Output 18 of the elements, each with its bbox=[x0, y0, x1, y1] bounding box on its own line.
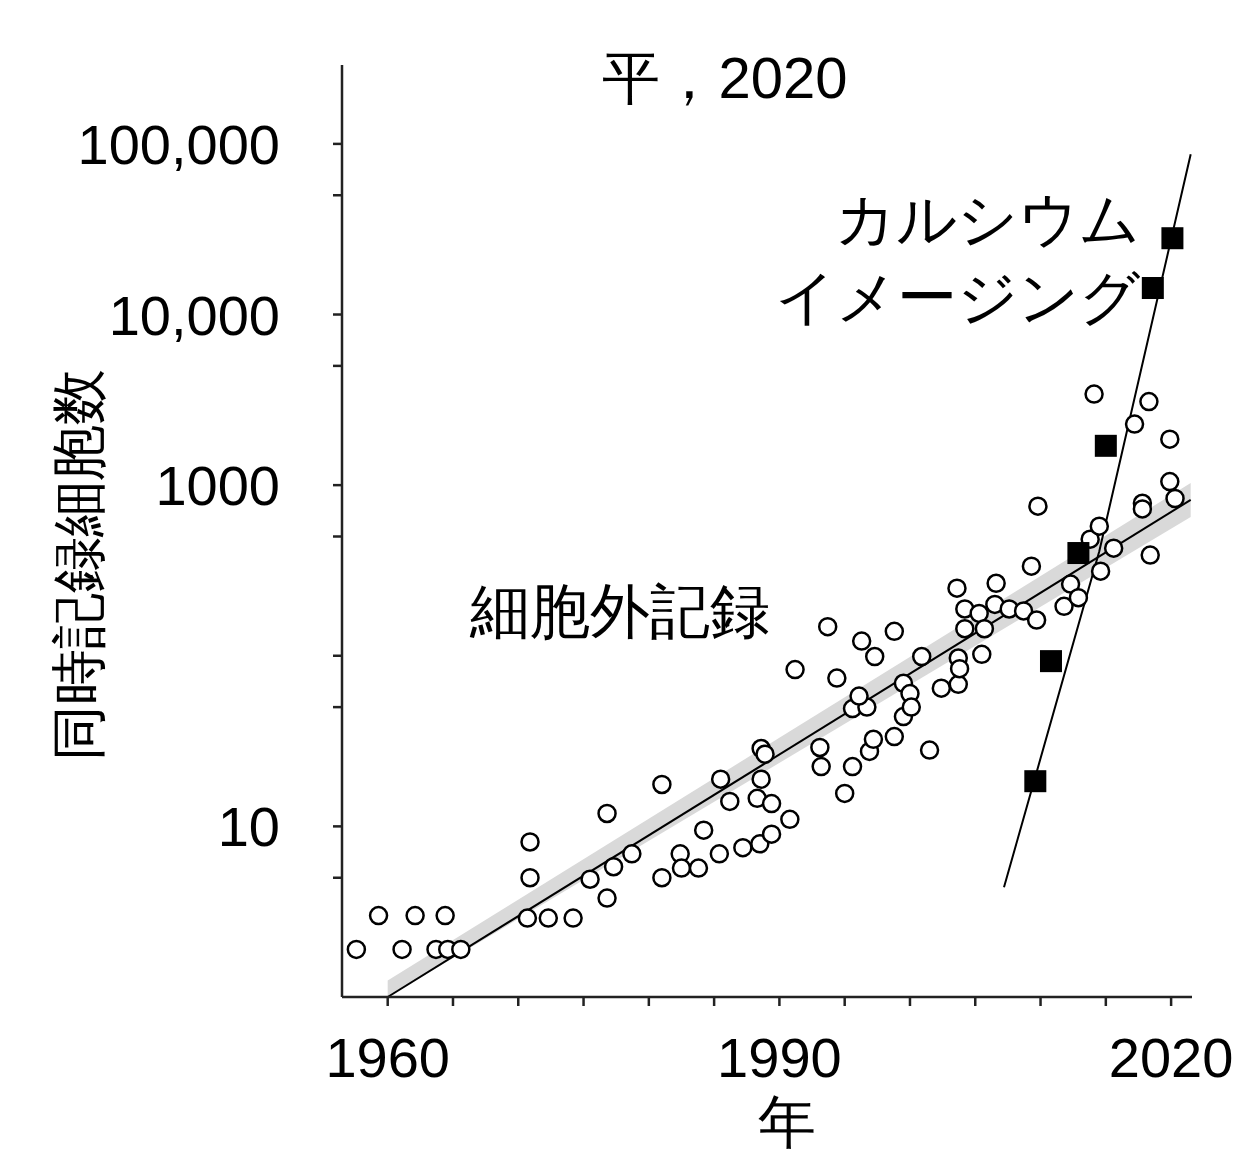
series-label: カルシウムイメージング bbox=[775, 186, 1141, 331]
x-tick-label: 1990 bbox=[717, 1026, 842, 1089]
y-tick-label: 1000 bbox=[155, 454, 280, 518]
x-tick-label: 1960 bbox=[325, 1026, 450, 1089]
x-axis-title: 年 bbox=[758, 1089, 816, 1154]
y-tick-label: 10,000 bbox=[108, 283, 280, 347]
point bbox=[1024, 770, 1047, 793]
point bbox=[1039, 650, 1062, 673]
x-tick-label: 2020 bbox=[1108, 1026, 1234, 1089]
series-label: 細胞外記録 bbox=[469, 578, 770, 645]
y-axis-title: 同時記録細胞数 bbox=[47, 369, 110, 761]
point bbox=[1094, 434, 1117, 457]
point bbox=[1141, 277, 1164, 300]
point bbox=[1067, 542, 1090, 565]
chart-title: 平，2020 bbox=[602, 45, 848, 110]
y-tick-label: 100,000 bbox=[77, 112, 280, 176]
point bbox=[1161, 227, 1184, 250]
y-tick-label: 10 bbox=[217, 795, 280, 859]
